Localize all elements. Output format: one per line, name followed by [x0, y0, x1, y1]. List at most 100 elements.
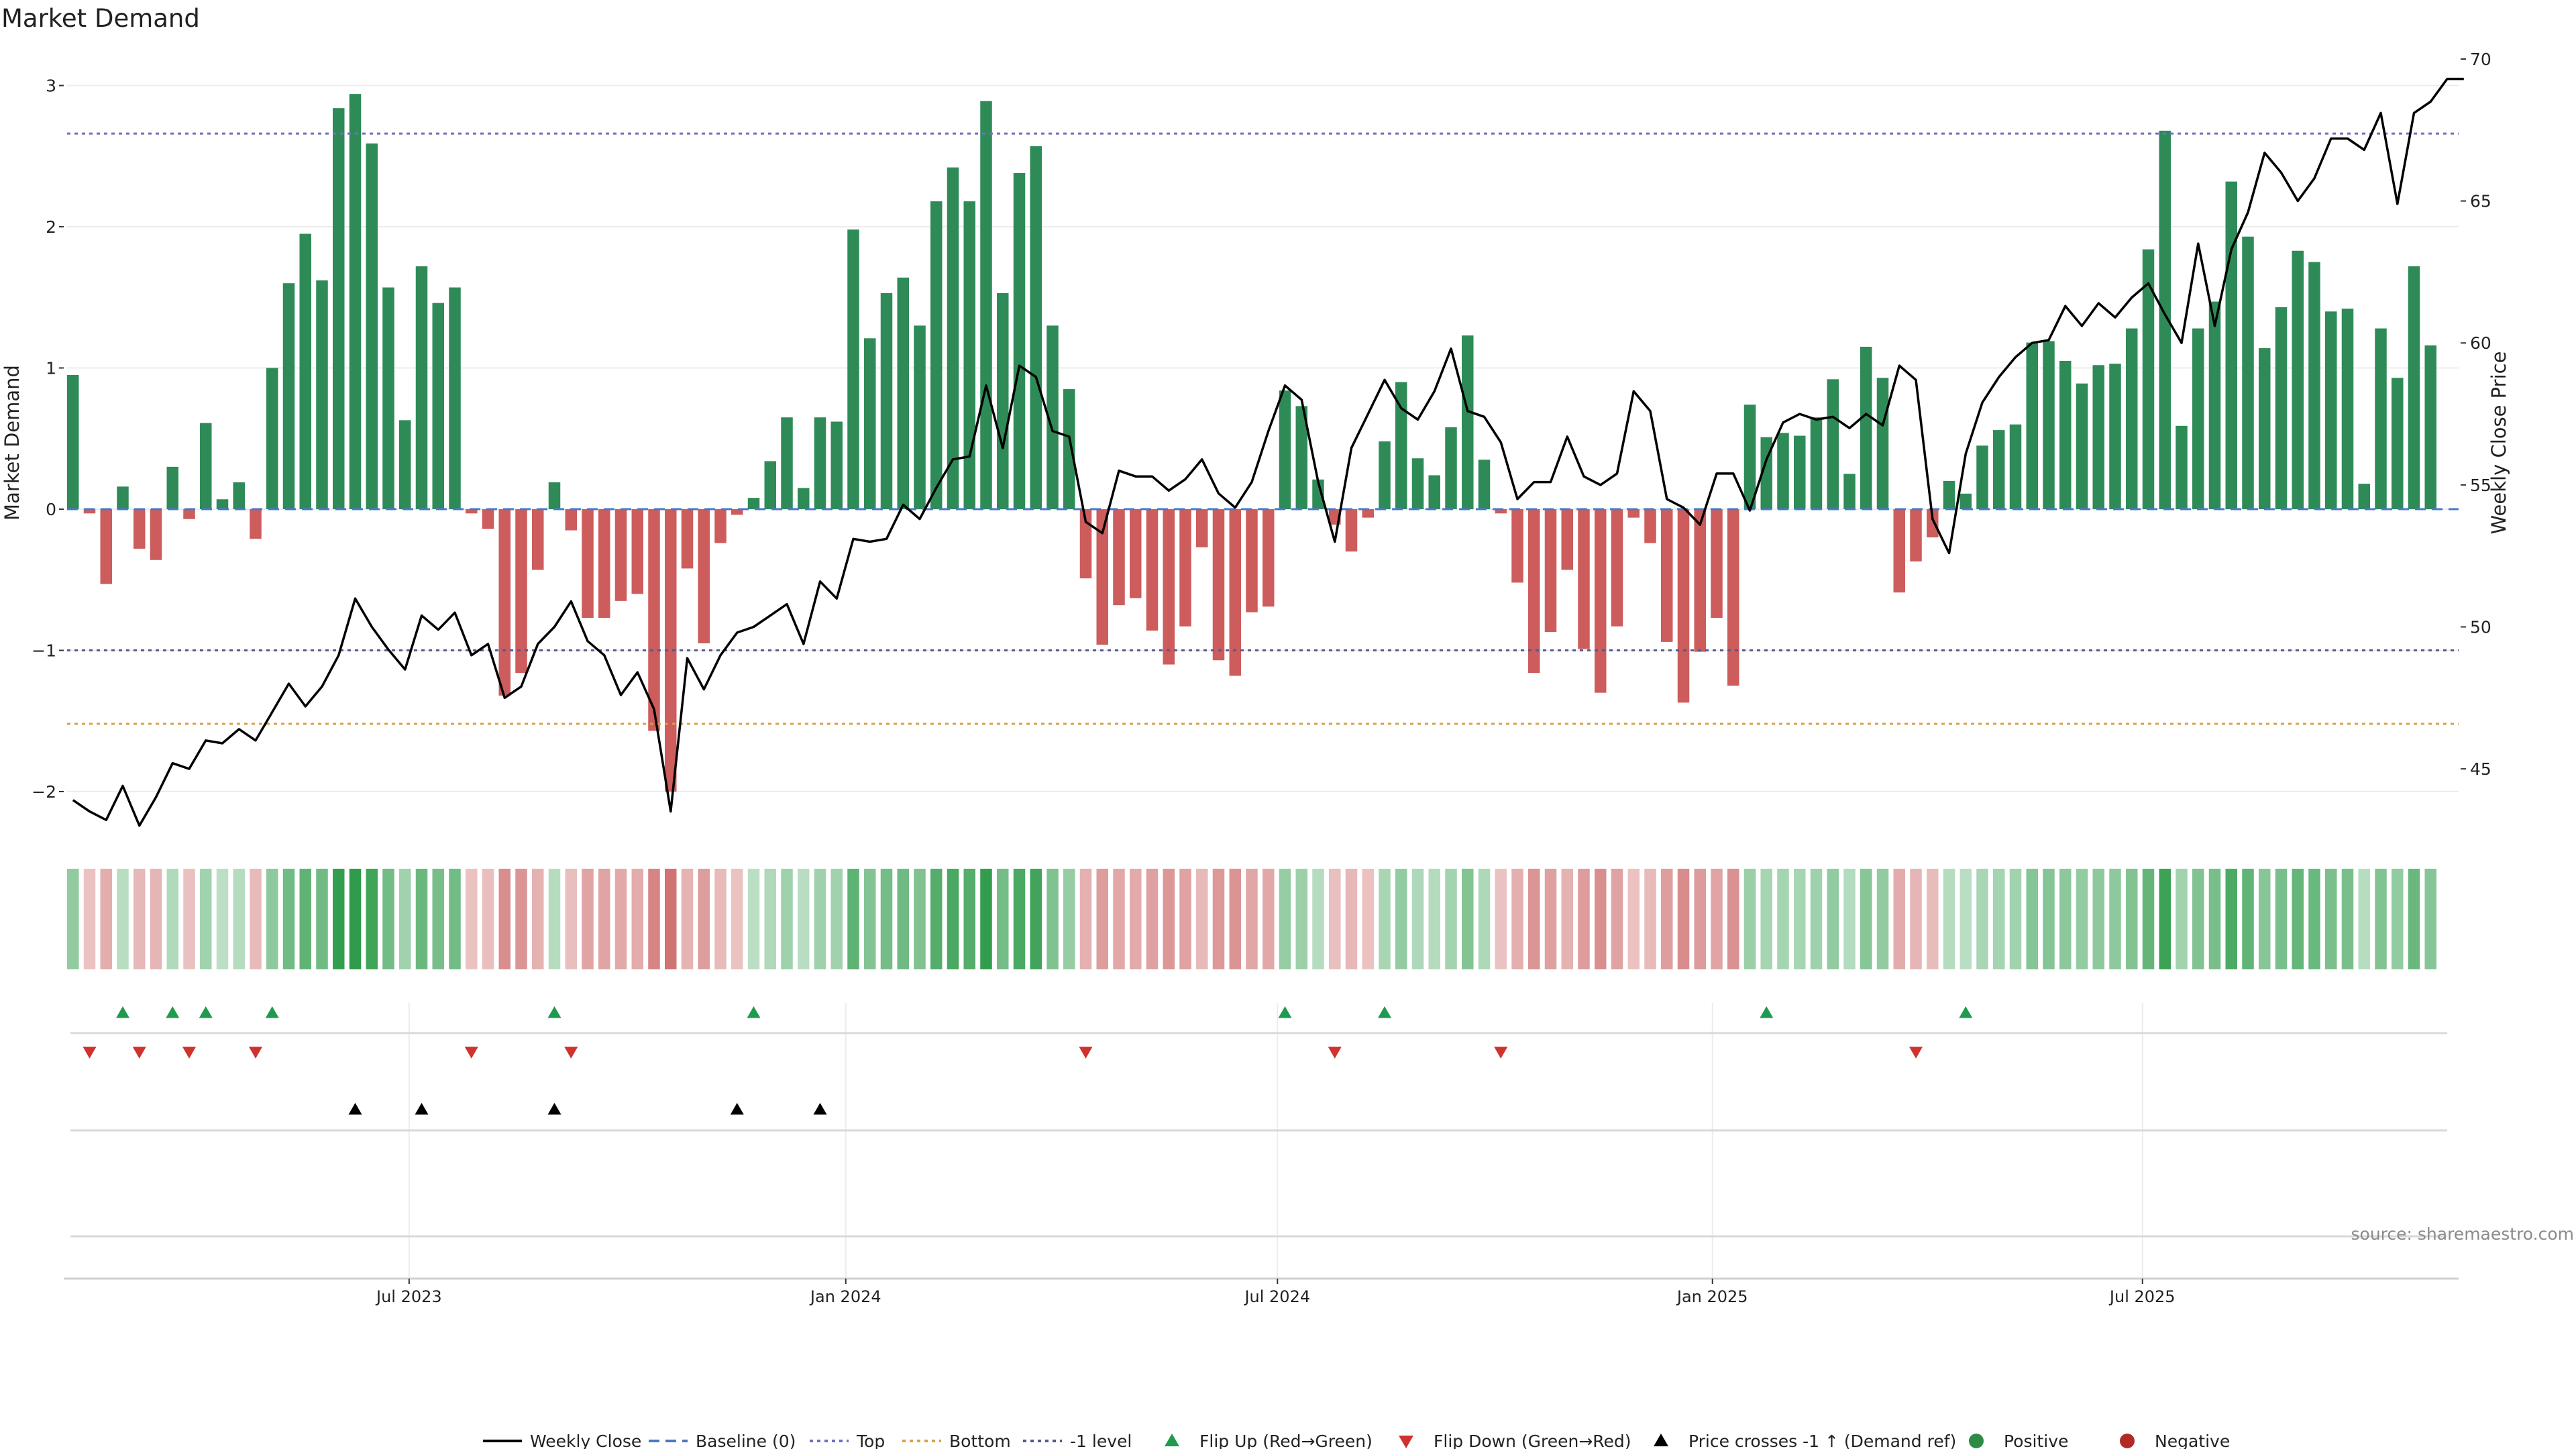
- strip-cell: [1428, 869, 1440, 969]
- flip-down-marker: [132, 1046, 146, 1059]
- strip-cell: [997, 869, 1009, 969]
- strip-cell: [1462, 869, 1474, 969]
- legend-item: Flip Down (Green→Red): [1399, 1432, 1631, 1449]
- price-cross-marker: [547, 1103, 561, 1115]
- demand-bar-positive: [2242, 236, 2254, 509]
- legend-swatch: [2120, 1434, 2135, 1448]
- strip-cell: [266, 869, 278, 969]
- legend-label: Weekly Close: [530, 1432, 641, 1449]
- strip-cell: [233, 869, 245, 969]
- strip-cell: [565, 869, 577, 969]
- strip-cell: [2109, 869, 2121, 969]
- demand-bar-positive: [2059, 360, 2072, 509]
- flip-down-marker: [1079, 1046, 1093, 1059]
- demand-bar-negative: [698, 509, 710, 643]
- y-tick-label: −1: [32, 641, 56, 661]
- flip-down-marker: [564, 1046, 578, 1059]
- strip-cell: [1263, 869, 1275, 969]
- demand-bar-positive: [1411, 458, 1424, 509]
- demand-bar-positive: [432, 303, 444, 509]
- strip-cell: [1312, 869, 1324, 969]
- demand-bar-positive: [1046, 325, 1059, 509]
- demand-bar-positive: [266, 368, 278, 509]
- flip-down-marker: [1909, 1046, 1923, 1059]
- demand-bar-positive: [2341, 309, 2354, 509]
- demand-bar-negative: [1611, 509, 1623, 627]
- flip-up-marker: [265, 1006, 279, 1018]
- demand-bar-positive: [864, 338, 876, 509]
- demand-bar-positive: [1794, 435, 1806, 509]
- demand-bar-positive: [1013, 173, 1026, 509]
- strip-cell: [880, 869, 893, 969]
- strip-cell: [947, 869, 959, 969]
- x-tick-label: Jul 2023: [375, 1287, 442, 1306]
- demand-bar-positive: [2308, 262, 2320, 509]
- legend-item: Flip Up (Red→Green): [1165, 1432, 1373, 1449]
- strip-cell: [2225, 869, 2237, 969]
- legend-item: Baseline (0): [649, 1432, 796, 1449]
- demand-bar-positive: [233, 482, 245, 509]
- y-tick-label: 1: [46, 359, 56, 378]
- flip-down-marker: [464, 1046, 478, 1059]
- strip-cell: [67, 869, 79, 969]
- demand-bar-positive: [1428, 475, 1440, 509]
- strip-cell: [282, 869, 295, 969]
- demand-bar-negative: [1561, 509, 1573, 570]
- legend-swatch: [1165, 1434, 1179, 1446]
- strip-cell: [1743, 869, 1756, 969]
- demand-bar-positive: [349, 94, 362, 509]
- legend-item: Negative: [2120, 1432, 2230, 1449]
- strip-cell: [1810, 869, 1823, 969]
- y-right-axis-label: Weekly Close Price: [2487, 352, 2510, 535]
- strip-cell: [2208, 869, 2221, 969]
- strip-cell: [2424, 869, 2436, 969]
- flip-up-marker: [199, 1006, 213, 1018]
- demand-bar-negative: [1229, 509, 1241, 676]
- strip-cell: [781, 869, 793, 969]
- demand-bar-positive: [2109, 364, 2121, 509]
- demand-bar-negative: [1511, 509, 1523, 583]
- demand-bar-positive: [382, 287, 394, 509]
- strip-cell: [1595, 869, 1607, 969]
- strip-cell: [299, 869, 311, 969]
- demand-bar-positive: [1976, 445, 1988, 509]
- strip-cell: [1760, 869, 1772, 969]
- flip-up-marker: [1760, 1006, 1774, 1018]
- demand-bar-positive: [1843, 474, 1856, 509]
- strip-cell: [2126, 869, 2138, 969]
- demand-bar-negative: [1212, 509, 1225, 661]
- strip-cell: [2092, 869, 2104, 969]
- strip-cell: [1711, 869, 1723, 969]
- y-tick-label: 0: [46, 500, 56, 519]
- demand-bar-positive: [2325, 311, 2337, 509]
- demand-bar-positive: [781, 417, 793, 509]
- demand-bar-positive: [1312, 479, 1324, 509]
- legend-swatch: [1654, 1434, 1668, 1446]
- demand-bar-negative: [565, 509, 577, 531]
- strip-cell: [1578, 869, 1590, 969]
- demand-bar-positive: [2375, 328, 2387, 509]
- demand-bar-positive: [2408, 266, 2420, 509]
- strip-cell: [1395, 869, 1407, 969]
- reference-lines: [67, 132, 2459, 725]
- demand-bar-negative: [631, 509, 643, 594]
- demand-bar-positive: [1445, 427, 1457, 509]
- demand-bar-positive: [914, 325, 926, 509]
- demand-bar-negative: [648, 509, 660, 731]
- strip-cell: [665, 869, 677, 969]
- legend-label: Flip Up (Red→Green): [1199, 1432, 1373, 1449]
- strip-cell: [764, 869, 776, 969]
- strip-cell: [316, 869, 328, 969]
- demand-bar-negative: [1528, 509, 1540, 674]
- strip-cell: [100, 869, 112, 969]
- demand-bar-negative: [1544, 509, 1557, 633]
- strip-cell: [2259, 869, 2271, 969]
- legend-label: Price crosses -1 ↑ (Demand ref): [1688, 1432, 1956, 1449]
- demand-bar-negative: [1130, 509, 1142, 598]
- strip-cell: [250, 869, 262, 969]
- strip-cell: [449, 869, 461, 969]
- strip-cell: [1611, 869, 1623, 969]
- demand-bar-positive: [2159, 130, 2171, 510]
- strip-cell: [1794, 869, 1806, 969]
- strip-cell: [1362, 869, 1374, 969]
